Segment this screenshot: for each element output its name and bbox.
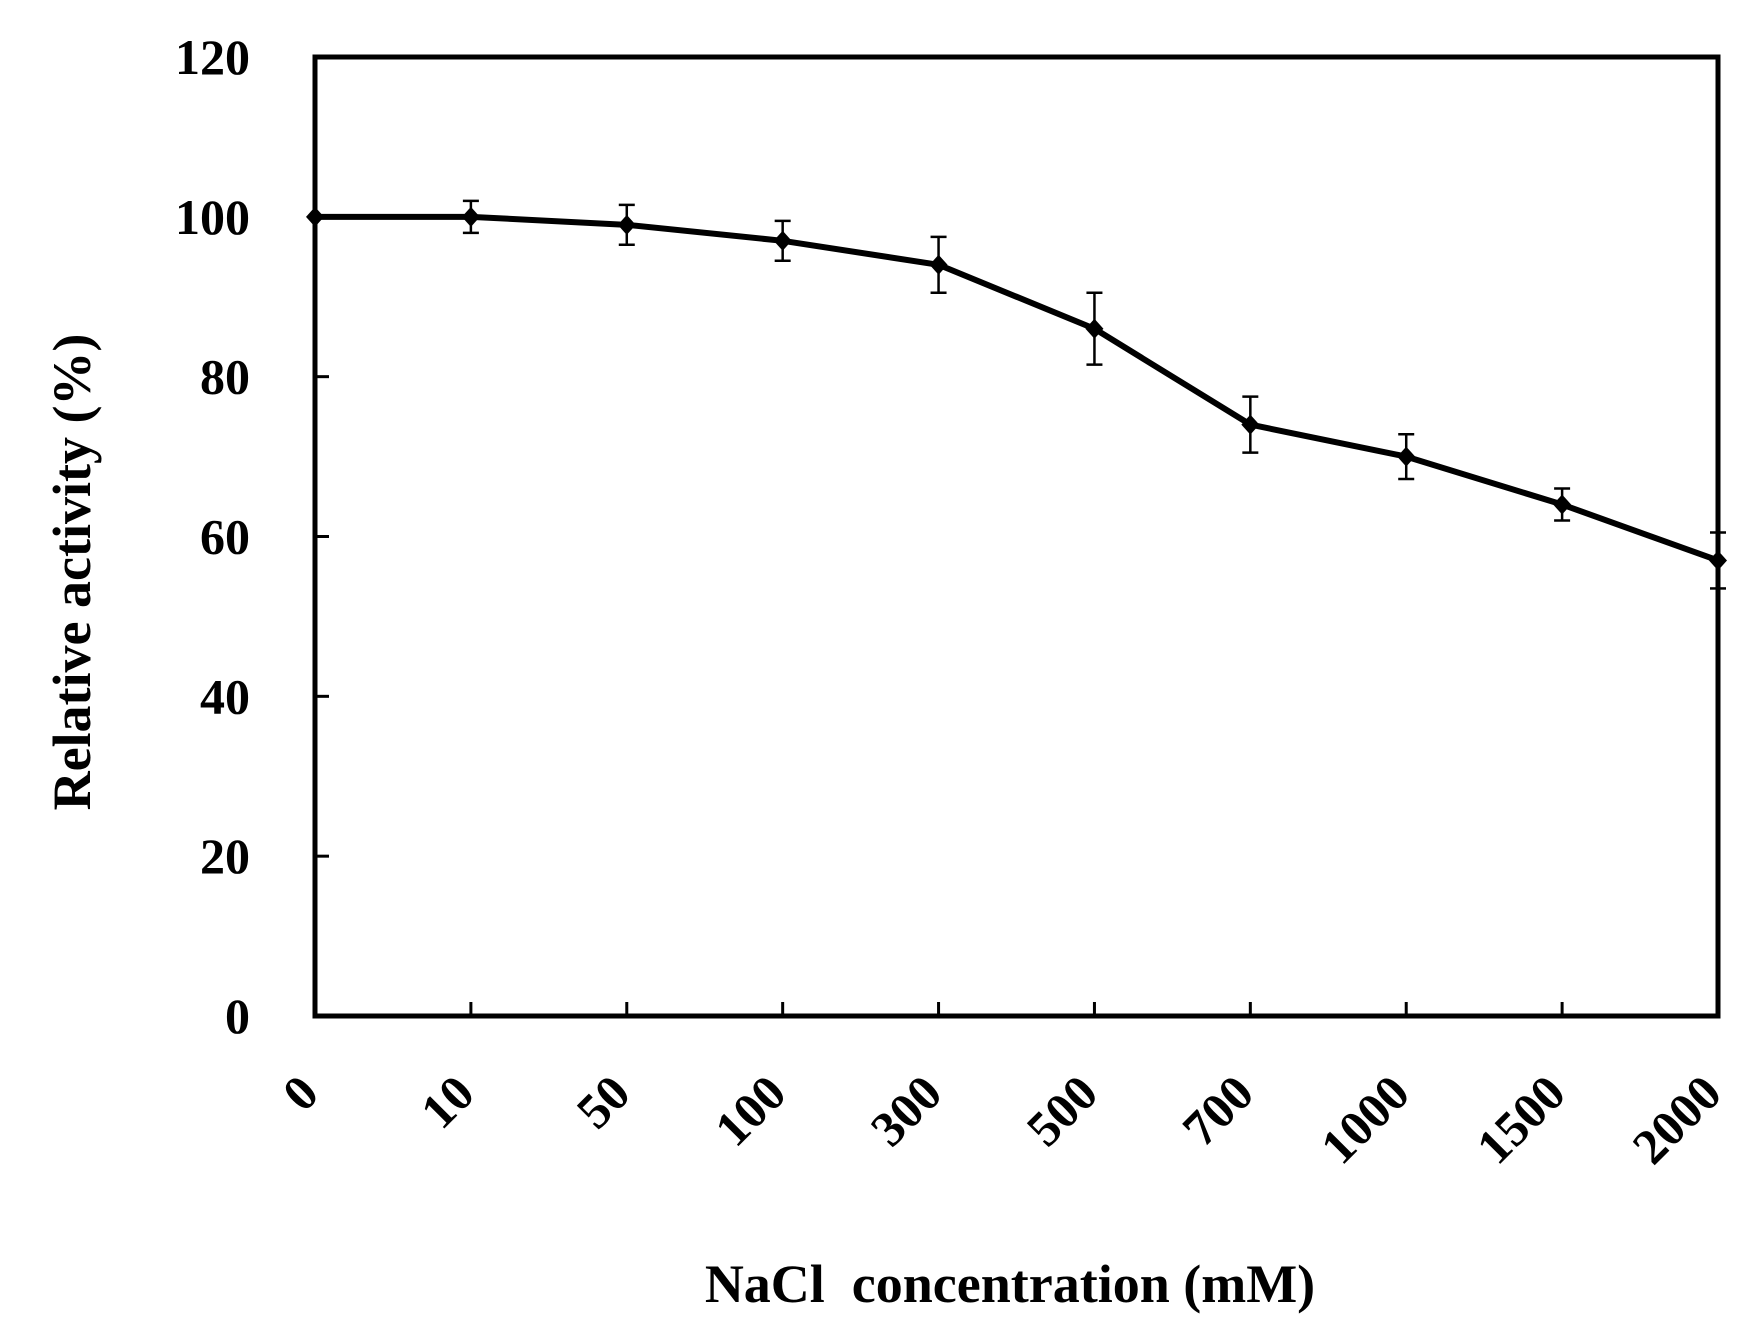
x-tick-label: 10 — [410, 1064, 485, 1139]
data-point — [617, 214, 636, 235]
x-tick-label: 700 — [1171, 1064, 1264, 1157]
series-line — [315, 213, 1720, 564]
x-tick-label: 1000 — [1310, 1064, 1420, 1174]
x-tick-label: 100 — [704, 1064, 797, 1157]
y-tick-label: 100 — [175, 189, 250, 245]
x-tick-label: 50 — [566, 1064, 641, 1139]
y-tick-label: 120 — [175, 29, 250, 85]
y-axis-title: Relative activity (%) — [42, 334, 102, 811]
x-axis-title: NaCl concentration (mM) — [705, 1254, 1315, 1314]
data-point — [461, 206, 480, 227]
x-tick-label: 2000 — [1621, 1064, 1731, 1174]
x-axis: 0 10 50 100 300 500 700 1000 1500 2000 — [272, 1002, 1732, 1174]
data-point — [306, 206, 324, 227]
x-tick-label: 500 — [1016, 1064, 1109, 1157]
y-tick-label: 0 — [225, 988, 250, 1044]
y-tick-label: 60 — [200, 509, 250, 565]
plot-frame — [312, 54, 1721, 1019]
data-point — [929, 254, 948, 275]
data-point — [1085, 318, 1104, 339]
y-tick-label: 80 — [200, 349, 250, 405]
data-point — [1397, 446, 1416, 467]
data-point — [1241, 414, 1260, 435]
y-axis: 0 20 40 60 80 100 120 — [175, 29, 329, 1044]
plot-area — [312, 54, 1721, 1019]
x-tick-label: 0 — [272, 1064, 329, 1121]
series-relative-activity — [306, 199, 1727, 590]
data-point — [1709, 550, 1727, 571]
y-tick-label: 40 — [200, 668, 250, 724]
x-tick-label: 300 — [860, 1064, 953, 1157]
x-tick-label: 1500 — [1466, 1064, 1576, 1174]
y-tick-label: 20 — [200, 828, 250, 884]
data-point — [1553, 494, 1572, 515]
data-point — [773, 230, 792, 251]
